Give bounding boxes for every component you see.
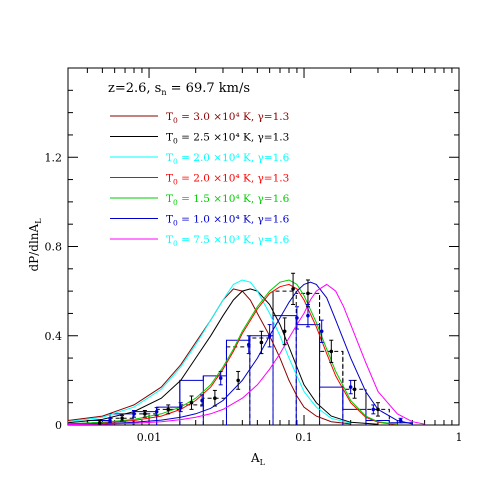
data-point (143, 412, 147, 416)
data-point (154, 409, 159, 414)
data-point (189, 400, 194, 405)
data-point (329, 349, 334, 354)
model-curves (67, 279, 425, 426)
data-point (306, 313, 310, 318)
legend-label: T0 = 2.0 ×10⁴ K, γ=1.6 (166, 152, 290, 166)
y-tick-labels: 0 0.4 0.8 1.2 (45, 151, 63, 432)
data-point (282, 329, 287, 334)
y-tick-label: 0 (55, 419, 62, 432)
data-point (166, 407, 171, 412)
x-axis-label: AL (250, 451, 266, 467)
data-point (246, 342, 251, 347)
x-tick-label: 0.1 (295, 431, 313, 444)
chart-title: z=2.6, sn = 69.7 km/s (108, 81, 250, 97)
legend: T0 = 3.0 ×10⁴ K, γ=1.3 T0 = 2.5 ×10⁴ K, γ… (110, 111, 290, 248)
legend-label: T0 = 3.0 ×10⁴ K, γ=1.3 (166, 111, 289, 125)
legend-label: T0 = 7.5 ×10³ K, γ=1.6 (166, 234, 290, 248)
series-line-4 (67, 279, 398, 425)
series-line-3 (67, 283, 398, 426)
data-point (371, 407, 376, 412)
data-point (259, 340, 264, 345)
data-point (267, 333, 272, 338)
x-tick-label: 0.01 (137, 431, 162, 444)
y-tick-label: 0.8 (45, 241, 63, 254)
y-axis-label: dP/dlnAL (27, 218, 43, 272)
error-points (97, 272, 403, 426)
series-line-1 (67, 288, 379, 425)
x-tick-labels: 0.01 0.1 1 (137, 431, 463, 444)
legend-label: T0 = 1.5 ×10⁴ K, γ=1.6 (166, 193, 290, 207)
series-line-6 (67, 283, 425, 426)
y-tick-label: 0.4 (45, 330, 63, 343)
data-point (291, 287, 295, 291)
data-point (178, 405, 183, 409)
y-tick-label: 1.2 (45, 151, 63, 164)
legend-label: T0 = 2.0 ×10⁴ K, γ=1.3 (166, 173, 289, 187)
x-tick-label: 1 (456, 431, 463, 444)
data-point (306, 291, 310, 296)
data-point (213, 396, 217, 401)
series-line-5 (67, 281, 413, 425)
data-point (218, 376, 223, 380)
legend-label: T0 = 2.5 ×10⁴ K, γ=1.3 (166, 132, 289, 146)
data-point (236, 378, 240, 383)
data-point (200, 398, 204, 403)
data-point (120, 416, 124, 421)
data-point (352, 387, 357, 392)
series-line-2 (67, 279, 351, 424)
data-point (295, 316, 299, 320)
data-point (108, 418, 112, 423)
data-point (319, 329, 324, 334)
legend-label: T0 = 1.0 ×10⁴ K, γ=1.6 (166, 214, 290, 228)
data-point (97, 420, 102, 425)
data-point (348, 385, 353, 389)
series-line-0 (67, 288, 351, 425)
data-point (132, 412, 136, 416)
data-point (376, 407, 380, 412)
data-point (398, 418, 403, 423)
